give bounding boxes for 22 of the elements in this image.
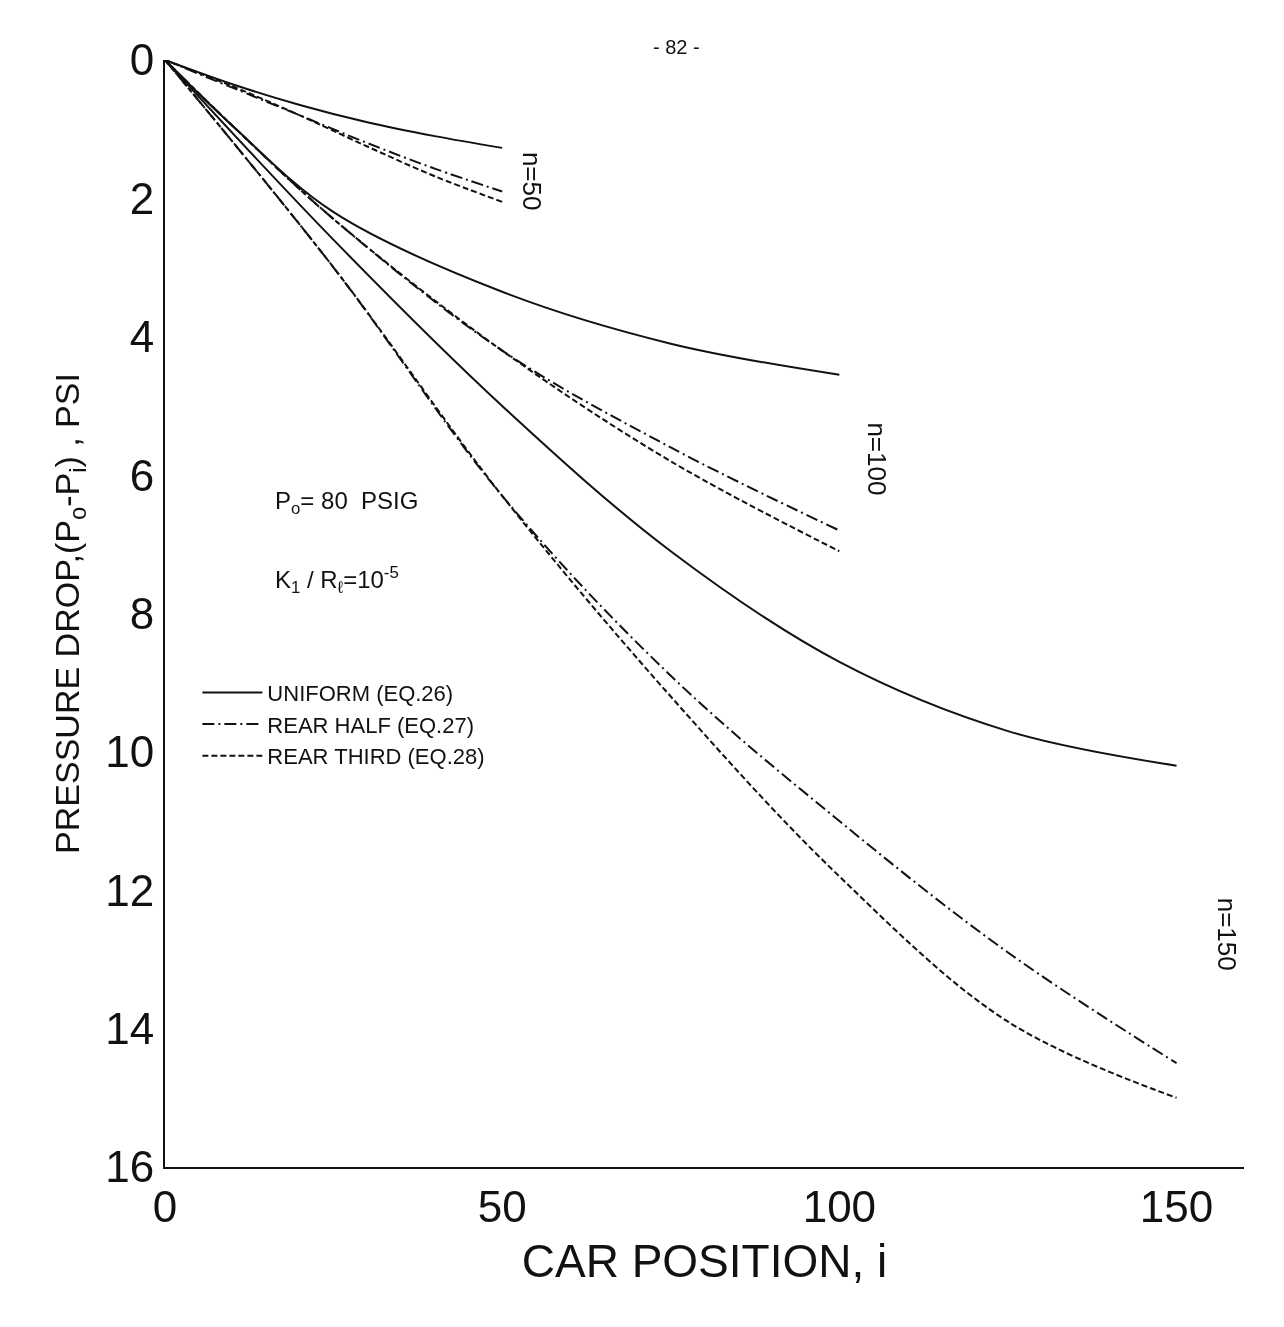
annotation: n=150	[1212, 897, 1243, 971]
annotation: K$_{1}$ / R$_{ℓ}$=10$^{-5}$	[275, 563, 399, 598]
legend-label: UNIFORM (EQ.26)	[267, 681, 454, 707]
annotation: n=50	[516, 151, 547, 211]
y-tick-label: 4	[129, 312, 155, 362]
y-tick-label: 10	[105, 727, 155, 777]
y-tick-label: 0	[129, 35, 155, 85]
legend-label: REAR THIRD (EQ.28)	[267, 744, 485, 770]
y-tick-label: 8	[129, 588, 155, 638]
x-axis-title: CAR POSITION, i	[521, 1235, 888, 1287]
text: - 82 -	[653, 36, 700, 58]
legend-label: REAR HALF (EQ.27)	[267, 712, 474, 738]
x-tick-label: 50	[477, 1181, 527, 1231]
x-tick-label: 150	[1139, 1181, 1214, 1231]
annotation: P$_{o}$= 80 PSIG	[275, 487, 419, 519]
annotation: n=100	[861, 422, 892, 496]
y-tick-label: 12	[105, 865, 155, 915]
y-tick-label: 6	[129, 450, 155, 500]
y-tick-label: 2	[129, 173, 155, 223]
y-tick-label: 14	[105, 1004, 155, 1054]
x-tick-label: 100	[802, 1181, 877, 1231]
y-tick-label: 16	[105, 1142, 155, 1192]
